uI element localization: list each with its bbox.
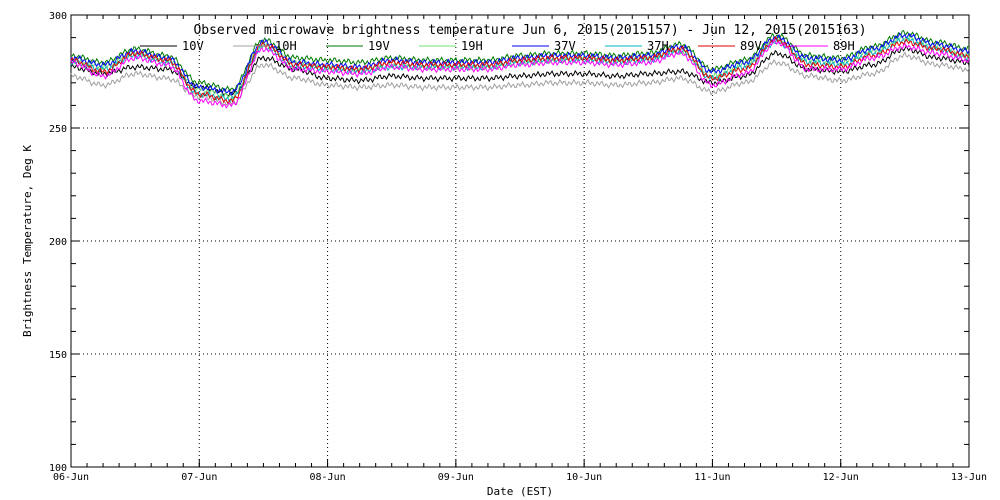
y-tick-label: 100	[49, 463, 67, 474]
chart-title: Observed microwave brightness temperatur…	[193, 23, 866, 38]
x-tick-label: 07-Jun	[181, 472, 217, 483]
x-tick-label: 13-Jun	[951, 472, 987, 483]
x-tick-label: 08-Jun	[310, 472, 346, 483]
grid-lines	[71, 15, 969, 467]
x-tick-label: 09-Jun	[438, 472, 474, 483]
series-line-37h	[70, 36, 970, 103]
legend-entry-10v: 10V	[182, 39, 204, 53]
x-tick-label: 10-Jun	[566, 472, 602, 483]
legend-entry-37h: 37H	[647, 39, 669, 53]
x-tick-label: 12-Jun	[823, 472, 859, 483]
legend: 10V 10H 19V 19H 37V 37H 89V 89H	[140, 39, 855, 53]
y-tick-label: 150	[49, 350, 67, 361]
series-line-37v	[70, 32, 970, 97]
series-line-89v	[70, 36, 970, 104]
legend-entry-37v: 37V	[554, 39, 576, 53]
series-line-10v	[70, 44, 970, 97]
x-tick-label: 06-Jun	[53, 472, 89, 483]
y-tick-label: 250	[49, 124, 67, 135]
legend-entry-10h: 10H	[275, 39, 297, 53]
legend-entry-89h: 89H	[833, 39, 855, 53]
x-axis-label: Date (EST)	[487, 485, 553, 498]
series-line-10h	[70, 51, 970, 106]
y-tick-label: 200	[49, 237, 67, 248]
legend-entry-19v: 19V	[368, 39, 390, 53]
y-axis-label: Brightness Temperature, Deg K	[21, 145, 34, 337]
legend-entry-19h: 19H	[461, 39, 483, 53]
y-tick-label: 300	[49, 11, 67, 22]
legend-entry-89v: 89V	[740, 39, 762, 53]
series-line-89h	[70, 38, 970, 109]
x-tick-label: 11-Jun	[694, 472, 730, 483]
series-lines	[70, 29, 970, 109]
